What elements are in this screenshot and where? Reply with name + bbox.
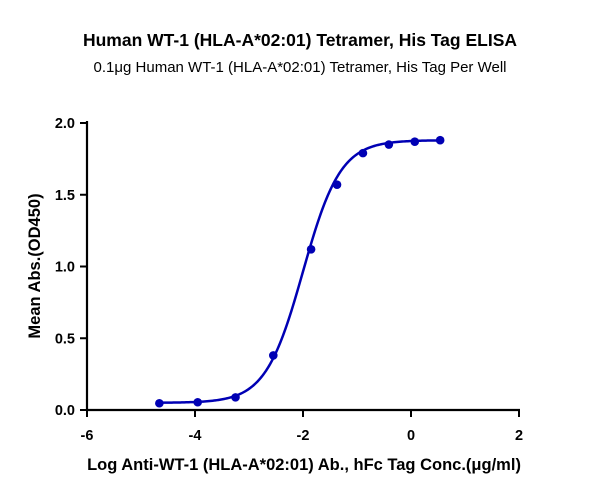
y-tick-label: 2.0 <box>55 116 75 132</box>
x-tick-label: -6 <box>81 428 94 444</box>
data-point <box>332 180 342 190</box>
chart-title: Human WT-1 (HLA-A*02:01) Tetramer, His T… <box>83 30 517 50</box>
data-point <box>384 140 394 149</box>
data-point <box>231 393 240 402</box>
y-tick-label: 0.0 <box>55 403 75 419</box>
chart-subtitle: 0.1μg Human WT-1 (HLA-A*02:01) Tetramer,… <box>94 59 507 76</box>
y-tick-label: 1.5 <box>55 188 75 204</box>
data-point <box>155 398 164 408</box>
y-tick-label: 0.5 <box>55 331 75 347</box>
y-tick-label: 1.0 <box>55 260 75 276</box>
x-tick-label: -2 <box>297 428 310 444</box>
data-point <box>358 148 368 158</box>
data-point <box>306 244 316 254</box>
data-point <box>435 135 445 145</box>
x-axis-label: Log Anti-WT-1 (HLA-A*02:01) Ab., hFc Tag… <box>87 456 521 474</box>
data-point <box>269 351 278 360</box>
data-point <box>193 397 202 407</box>
x-tick-label: 0 <box>407 428 415 444</box>
x-tick-label: -4 <box>189 428 202 444</box>
data-point <box>410 137 420 146</box>
x-tick-label: 2 <box>515 428 523 444</box>
fit-curve <box>159 139 441 404</box>
y-axis-label: Mean Abs.(OD450) <box>26 193 44 338</box>
